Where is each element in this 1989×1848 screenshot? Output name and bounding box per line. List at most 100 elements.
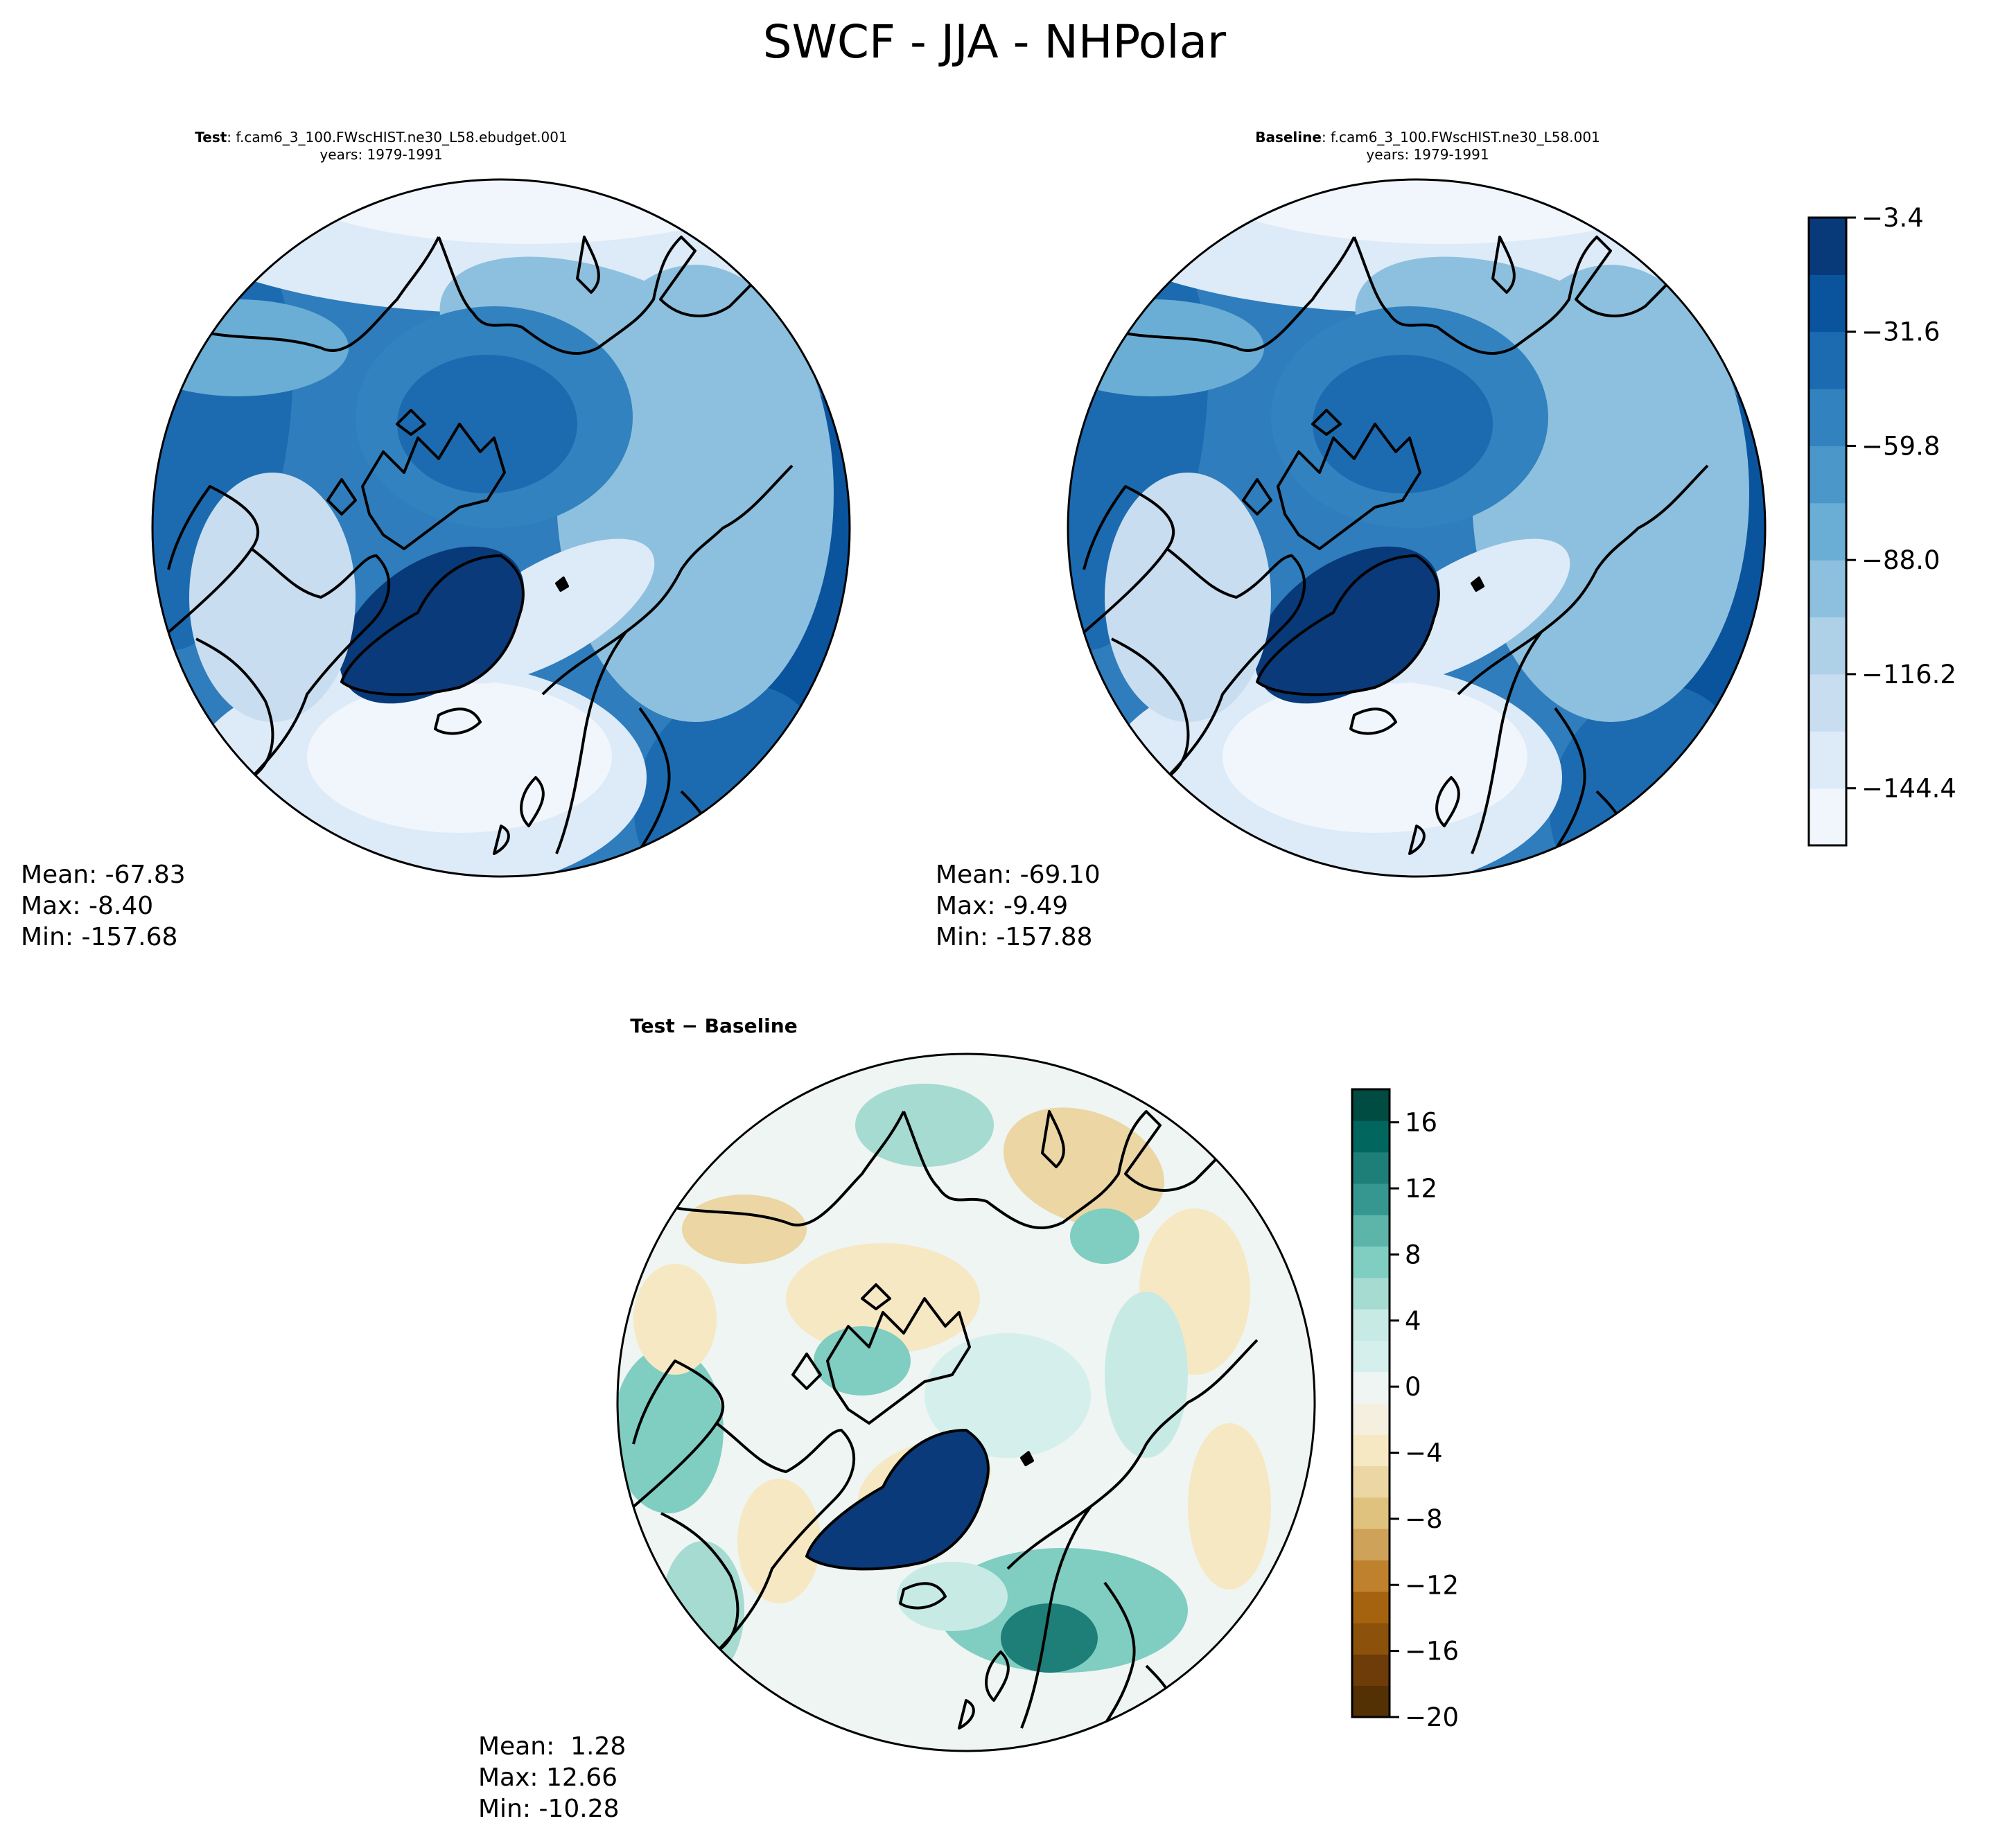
test-map	[152, 179, 850, 877]
diff-colorbar-tick-label: 12	[1405, 1174, 1437, 1204]
diff-colorbar-swatch	[1352, 1340, 1390, 1373]
test-title-label: Test	[195, 129, 227, 146]
diff-colorbar-frame	[1351, 1088, 1391, 1718]
diff-colorbar-tick-label: 8	[1405, 1240, 1421, 1269]
baseline-contour-fill	[1068, 179, 1765, 877]
diff-colorbar-tick-label: 4	[1405, 1306, 1421, 1336]
contour-band	[633, 1264, 717, 1375]
main-colorbar-swatch	[1809, 331, 1846, 389]
test-title-years: years: 1979-1991	[319, 146, 443, 163]
main-colorbar-swatch	[1809, 731, 1846, 789]
contour-band	[1105, 473, 1271, 722]
diff-colorbar-swatch	[1352, 1560, 1390, 1592]
contour-band	[1181, 179, 1708, 244]
test-contour-fill	[152, 179, 850, 877]
contour-band	[855, 1084, 994, 1167]
main-colorbar-swatch	[1809, 218, 1846, 275]
diff-colorbar-swatch	[1352, 1623, 1390, 1655]
diff-colorbar-tick-label: 16	[1405, 1108, 1437, 1138]
contour-band	[661, 1541, 744, 1680]
diff-colorbar-swatch	[1352, 1685, 1390, 1718]
contour-band	[1313, 355, 1493, 493]
diff-contour-fill	[617, 1084, 1271, 1680]
diff-colorbar-tick-label: −8	[1405, 1504, 1443, 1534]
diff-colorbar-swatch	[1352, 1654, 1390, 1687]
diff-map	[617, 1054, 1315, 1751]
figure-title: SWCF - JJA - NHPolar	[762, 15, 1227, 69]
diff-colorbar-swatch	[1352, 1309, 1390, 1341]
diff-colorbar-tick-label: 0	[1405, 1372, 1421, 1402]
diff-mean: Mean: 1.28	[478, 1732, 627, 1761]
baseline-min: Min: -157.88	[936, 923, 1093, 951]
contour-band	[737, 1479, 821, 1603]
diff-max: Max: 12.66	[478, 1763, 618, 1792]
baseline-max: Max: -9.49	[936, 892, 1069, 920]
main-colorbar-swatch	[1809, 560, 1846, 618]
diff-colorbar-swatch	[1352, 1152, 1390, 1184]
contour-band	[307, 680, 612, 833]
diff-colorbar-swatch	[1352, 1089, 1390, 1121]
contour-band	[1070, 1208, 1139, 1264]
contour-band	[925, 1333, 1091, 1458]
diff-colorbar-swatch	[1352, 1529, 1390, 1560]
main-colorbar-swatch	[1809, 788, 1846, 846]
diff-map-boundary	[616, 1053, 1316, 1752]
diff-colorbar-swatch	[1352, 1403, 1390, 1435]
main-colorbar-swatch	[1809, 502, 1846, 561]
diff-colorbar-swatch	[1352, 1591, 1390, 1623]
diff-colorbar-swatch	[1352, 1246, 1390, 1278]
test-max: Max: -8.40	[21, 892, 154, 920]
contour-band	[1223, 680, 1527, 833]
diff-colorbar-swatch	[1352, 1497, 1390, 1529]
baseline-stats: Mean: -69.10 Max: -9.49 Min: -157.88	[936, 859, 1101, 953]
main-colorbar-swatch	[1809, 274, 1846, 333]
contour-band	[1068, 299, 1264, 396]
diff-stats: Mean: 1.28 Max: 12.66 Min: -10.28	[478, 1731, 626, 1824]
test-min: Min: -157.68	[21, 923, 178, 951]
diff-min: Min: -10.28	[478, 1795, 620, 1823]
baseline-mean: Mean: -69.10	[936, 861, 1101, 889]
contour-band	[265, 179, 792, 244]
contour-band	[617, 1347, 724, 1513]
diff-colorbar-swatch	[1352, 1277, 1390, 1310]
test-mean: Mean: -67.83	[21, 861, 186, 889]
contour-band	[786, 1243, 980, 1354]
diff-colorbar-tick-label: −16	[1405, 1637, 1459, 1666]
contour-band	[1188, 1423, 1271, 1590]
diff-colorbar-swatch	[1352, 1215, 1390, 1247]
diff-panel-title: Test − Baseline	[630, 1014, 798, 1037]
contour-band	[682, 1195, 807, 1264]
diff-colorbar-swatch	[1352, 1183, 1390, 1215]
baseline-map-boundary	[1067, 178, 1767, 878]
diff-colorbar-swatch	[1352, 1371, 1390, 1404]
baseline-title-years: years: 1979-1991	[1366, 146, 1489, 163]
contour-band	[152, 299, 349, 396]
main-colorbar-swatch	[1809, 389, 1846, 446]
diff-colorbar-tick-label: −20	[1405, 1702, 1459, 1732]
main-colorbar-tick-label: −116.2	[1861, 660, 1956, 689]
diff-colorbar-tick-label: −4	[1405, 1438, 1443, 1468]
main-colorbar-swatch	[1809, 446, 1846, 504]
baseline-title-label: Baseline	[1255, 129, 1322, 146]
diff-colorbar-swatch	[1352, 1466, 1390, 1498]
contour-band	[897, 1562, 1008, 1631]
test-title-case: : f.cam6_3_100.FWscHIST.ne30_L58.ebudget…	[227, 129, 568, 146]
main-colorbar-tick-label: −31.6	[1861, 317, 1940, 347]
diff-colorbar-swatch	[1352, 1120, 1390, 1153]
main-colorbar-tick-label: −144.4	[1861, 774, 1956, 804]
baseline-title-case: : f.cam6_3_100.FWscHIST.ne30_L58.001	[1321, 129, 1600, 146]
main-colorbar-tick-label: −59.8	[1861, 431, 1940, 461]
main-colorbar-tick-label: −3.4	[1861, 203, 1924, 233]
diff-colorbar-tick-label: −12	[1405, 1570, 1459, 1600]
baseline-panel-title: Baseline: f.cam6_3_100.FWscHIST.ne30_L58…	[1164, 129, 1691, 164]
main-colorbar-tick-label: −88.0	[1861, 545, 1940, 575]
diff-colorbar: 16 12 8 4 0 −4 −8 −12 −16 −20	[1351, 1088, 1459, 1732]
baseline-map	[1068, 179, 1765, 877]
contour-band	[1105, 1292, 1188, 1458]
test-map-boundary	[151, 178, 851, 878]
test-panel-title: Test: f.cam6_3_100.FWscHIST.ne30_L58.ebu…	[194, 129, 568, 164]
contour-band	[189, 473, 356, 722]
main-colorbar: −3.4 −31.6 −59.8 −88.0 −116.2 −144.4	[1807, 203, 1956, 847]
main-colorbar-swatch	[1809, 617, 1846, 675]
